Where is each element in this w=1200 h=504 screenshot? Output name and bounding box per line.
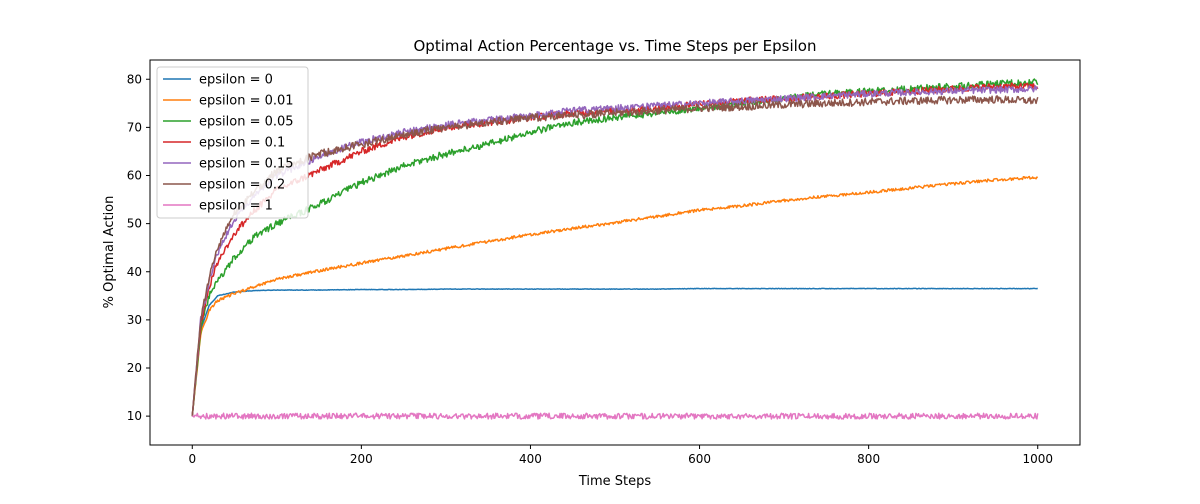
legend-box xyxy=(156,66,309,219)
series-line-5 xyxy=(191,95,1039,417)
legend-label: epsilon = 0.15 xyxy=(199,157,294,172)
series-line-3 xyxy=(191,82,1039,417)
y-tick-label: 70 xyxy=(127,120,142,134)
legend-label: epsilon = 0.2 xyxy=(199,178,285,193)
y-axis-ticks: 10 20 30 40 50 60 70 80 xyxy=(127,72,150,423)
series-line-0 xyxy=(191,287,1038,417)
x-tick-label: 600 xyxy=(688,452,711,466)
x-tick-label: 400 xyxy=(519,452,542,466)
legend-label: epsilon = 0.05 xyxy=(199,115,294,130)
x-tick-label: 800 xyxy=(857,452,880,466)
legend-label: epsilon = 0.01 xyxy=(199,94,294,109)
legend: epsilon = 0 epsilon = 0.01 epsilon = 0.05 e… xyxy=(156,66,309,219)
x-tick-label: 1000 xyxy=(1022,452,1053,466)
y-tick-label: 30 xyxy=(127,313,142,327)
y-axis-label: % Optimal Action xyxy=(102,196,117,309)
x-tick-label: 0 xyxy=(188,452,196,466)
legend-label: epsilon = 0.1 xyxy=(199,136,285,151)
y-tick-label: 40 xyxy=(127,265,142,279)
x-axis-ticks: 0 200 400 600 800 1000 xyxy=(188,445,1053,466)
x-tick-label: 200 xyxy=(350,452,373,466)
y-tick-label: 10 xyxy=(127,409,142,423)
chart-title: Optimal Action Percentage vs. Time Steps… xyxy=(414,37,817,55)
series-line-1 xyxy=(191,175,1039,417)
y-tick-label: 80 xyxy=(127,72,142,86)
x-axis-label: Time Steps xyxy=(578,474,652,489)
plot-frame xyxy=(149,59,1081,446)
legend-label: epsilon = 0 xyxy=(199,73,273,88)
y-tick-label: 50 xyxy=(127,217,142,231)
series-line-6 xyxy=(192,412,1039,420)
y-tick-label: 20 xyxy=(127,361,142,375)
series-line-4 xyxy=(191,85,1039,417)
legend-label: epsilon = 1 xyxy=(199,199,273,214)
plot-lines xyxy=(191,78,1039,420)
y-tick-label: 60 xyxy=(127,169,142,183)
series-line-2 xyxy=(191,78,1039,417)
